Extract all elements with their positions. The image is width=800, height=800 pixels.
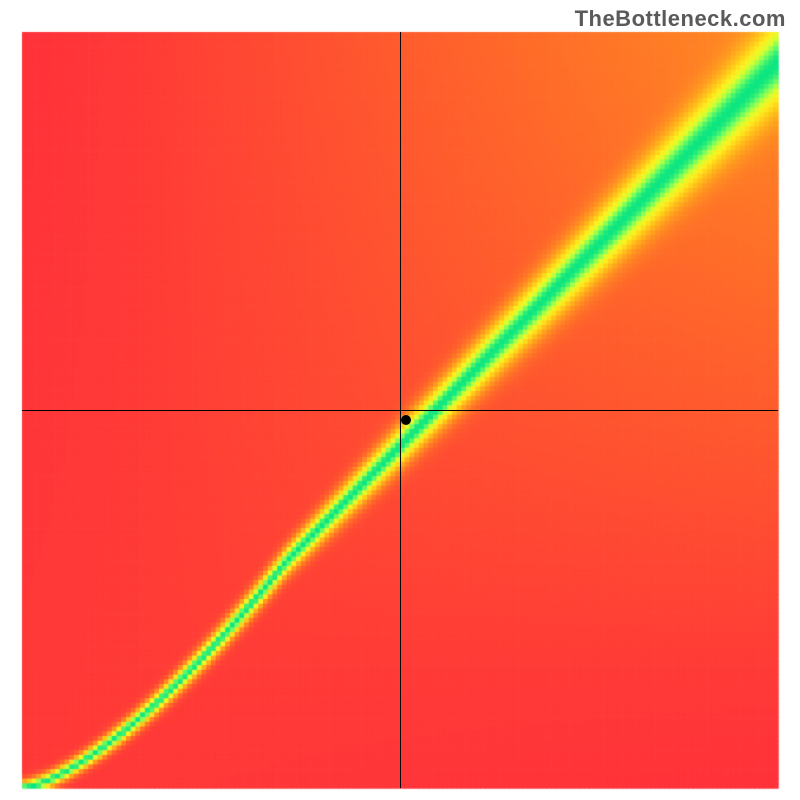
crosshair-marker-dot bbox=[401, 415, 411, 425]
crosshair-vertical bbox=[400, 32, 401, 788]
watermark-text: TheBottleneck.com bbox=[575, 6, 786, 32]
chart-container: TheBottleneck.com bbox=[0, 0, 800, 800]
